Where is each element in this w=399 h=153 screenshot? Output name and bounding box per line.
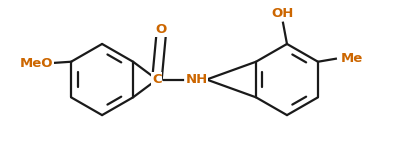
Text: OH: OH bbox=[272, 7, 294, 20]
Text: Me: Me bbox=[341, 52, 363, 65]
Text: O: O bbox=[155, 23, 166, 36]
Text: MeO: MeO bbox=[20, 57, 53, 70]
Text: C: C bbox=[152, 73, 162, 86]
Text: NH: NH bbox=[186, 73, 208, 86]
